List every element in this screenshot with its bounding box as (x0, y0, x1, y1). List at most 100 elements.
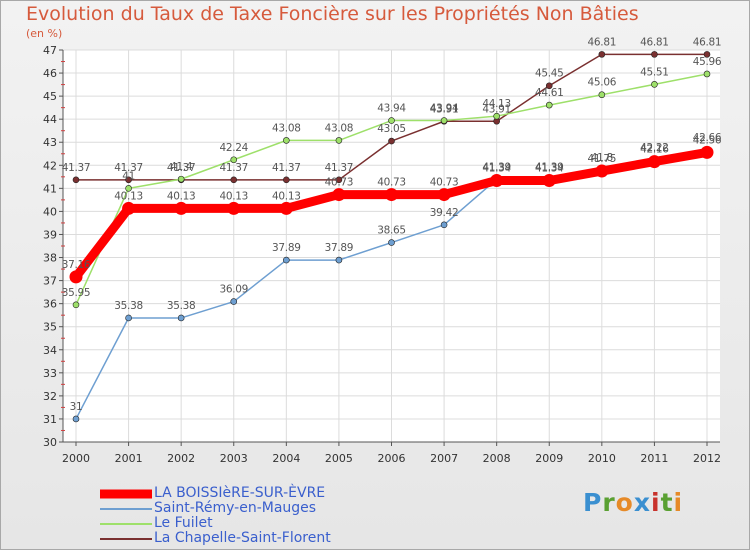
data-label: 41.37 (62, 162, 91, 174)
data-label: 40.73 (430, 177, 459, 189)
data-point (69, 270, 83, 284)
data-label: 42.22 (640, 142, 669, 154)
data-point (700, 145, 714, 159)
data-label: 41.37 (325, 162, 354, 174)
data-label: 46.81 (640, 36, 669, 48)
data-label: 42.24 (219, 142, 248, 154)
data-point (545, 82, 553, 90)
y-tick-label: 40 (43, 205, 57, 218)
data-label: 37.89 (272, 242, 301, 254)
data-point (385, 188, 398, 202)
data-label: 45.96 (693, 56, 722, 68)
data-point (125, 185, 132, 192)
legend-item: La Chapelle-Saint-Florent (100, 531, 400, 546)
x-tick-label: 2008 (483, 452, 511, 465)
legend-label: LA BOISSIèRE-SUR-ÈVRE (154, 485, 326, 501)
y-tick-label: 32 (43, 390, 57, 403)
data-label: 40.13 (272, 190, 301, 202)
data-label: 41.34 (482, 163, 511, 175)
data-point (703, 70, 711, 78)
data-point (647, 155, 661, 169)
x-tick-label: 2001 (115, 452, 143, 465)
data-label: 42.66 (693, 132, 722, 144)
x-tick-label: 2002 (167, 452, 195, 465)
data-point (174, 201, 188, 215)
data-point (122, 201, 136, 215)
data-label: 42.16 (640, 144, 669, 156)
y-tick-label: 35 (43, 321, 57, 334)
data-label: 37.89 (325, 242, 354, 254)
data-label: 41.37 (114, 162, 143, 174)
data-point (332, 188, 346, 202)
data-label: 41.34 (535, 163, 564, 175)
data-label: 37.16 (62, 259, 91, 271)
data-point (283, 256, 290, 264)
data-label: 41.37 (167, 162, 196, 174)
x-tick-label: 2000 (62, 452, 90, 465)
data-point (437, 188, 451, 202)
axes: 30 31 32 33 34 35 36 37 38 39 40 41 42 43 44 45 46 47 2000… (43, 44, 721, 465)
x-tick-label: 2003 (220, 452, 248, 465)
y-tick-label: 30 (43, 436, 57, 449)
data-label: 41.39 (535, 161, 564, 173)
data-label: 41.75 (588, 153, 617, 165)
legend-item: Saint-Rémy-en-Mauges (100, 501, 400, 516)
data-label: 41.39 (482, 161, 511, 173)
y-tick-label: 47 (43, 44, 57, 57)
legend-swatch (100, 537, 152, 540)
legend-label: La Chapelle-Saint-Florent (154, 530, 331, 546)
y-tick-label: 31 (43, 413, 57, 426)
y-tick-label: 45 (43, 90, 57, 103)
data-label: 40.13 (219, 190, 248, 202)
data-label: 35.38 (114, 300, 143, 312)
data-point (598, 51, 606, 58)
data-label: 31 (70, 401, 83, 413)
data-label: 43.05 (377, 123, 406, 135)
x-tick-label: 2006 (378, 452, 406, 465)
data-point (388, 239, 395, 246)
x-tick-label: 2009 (535, 452, 563, 465)
data-point (177, 175, 185, 183)
x-tick-label: 2010 (588, 452, 616, 465)
data-point (440, 221, 448, 229)
series-layer (69, 51, 714, 423)
data-label: 35.38 (167, 300, 196, 312)
data-point (651, 81, 658, 88)
y-tick-label: 33 (43, 367, 57, 380)
legend-label: Saint-Rémy-en-Mauges (154, 500, 317, 516)
data-label: 40.13 (114, 190, 143, 202)
chart-subtitle: (en %) (26, 27, 63, 40)
data-label: 38.65 (377, 225, 406, 237)
legend-label: Le Fuilet (154, 515, 213, 531)
series-2 (72, 70, 711, 309)
data-label: 39.42 (430, 207, 459, 219)
data-point (72, 301, 80, 309)
data-point (283, 176, 290, 184)
data-point (490, 174, 504, 188)
legend-swatch (100, 489, 152, 498)
y-tick-label: 41 (43, 182, 57, 195)
data-point (283, 137, 290, 144)
data-point (335, 176, 343, 184)
y-tick-label: 46 (43, 67, 57, 80)
data-point (388, 137, 395, 145)
x-tick-label: 2012 (693, 452, 721, 465)
y-tick-label: 37 (43, 275, 57, 288)
data-label: 43.08 (272, 122, 301, 134)
data-point (388, 117, 395, 124)
data-point (651, 51, 658, 58)
data-point (335, 256, 343, 264)
data-point (177, 314, 185, 322)
data-label: 41.37 (272, 162, 301, 174)
data-label: 43.91 (430, 103, 459, 115)
data-label: 43.94 (377, 103, 406, 115)
data-point (72, 415, 80, 423)
y-tick-label: 34 (43, 344, 57, 357)
data-point (230, 176, 238, 184)
data-label: 46.81 (693, 36, 722, 48)
data-label: 44.61 (535, 87, 564, 99)
y-tick-label: 42 (43, 159, 57, 172)
data-label: 40.73 (377, 177, 406, 189)
data-point (230, 156, 238, 164)
